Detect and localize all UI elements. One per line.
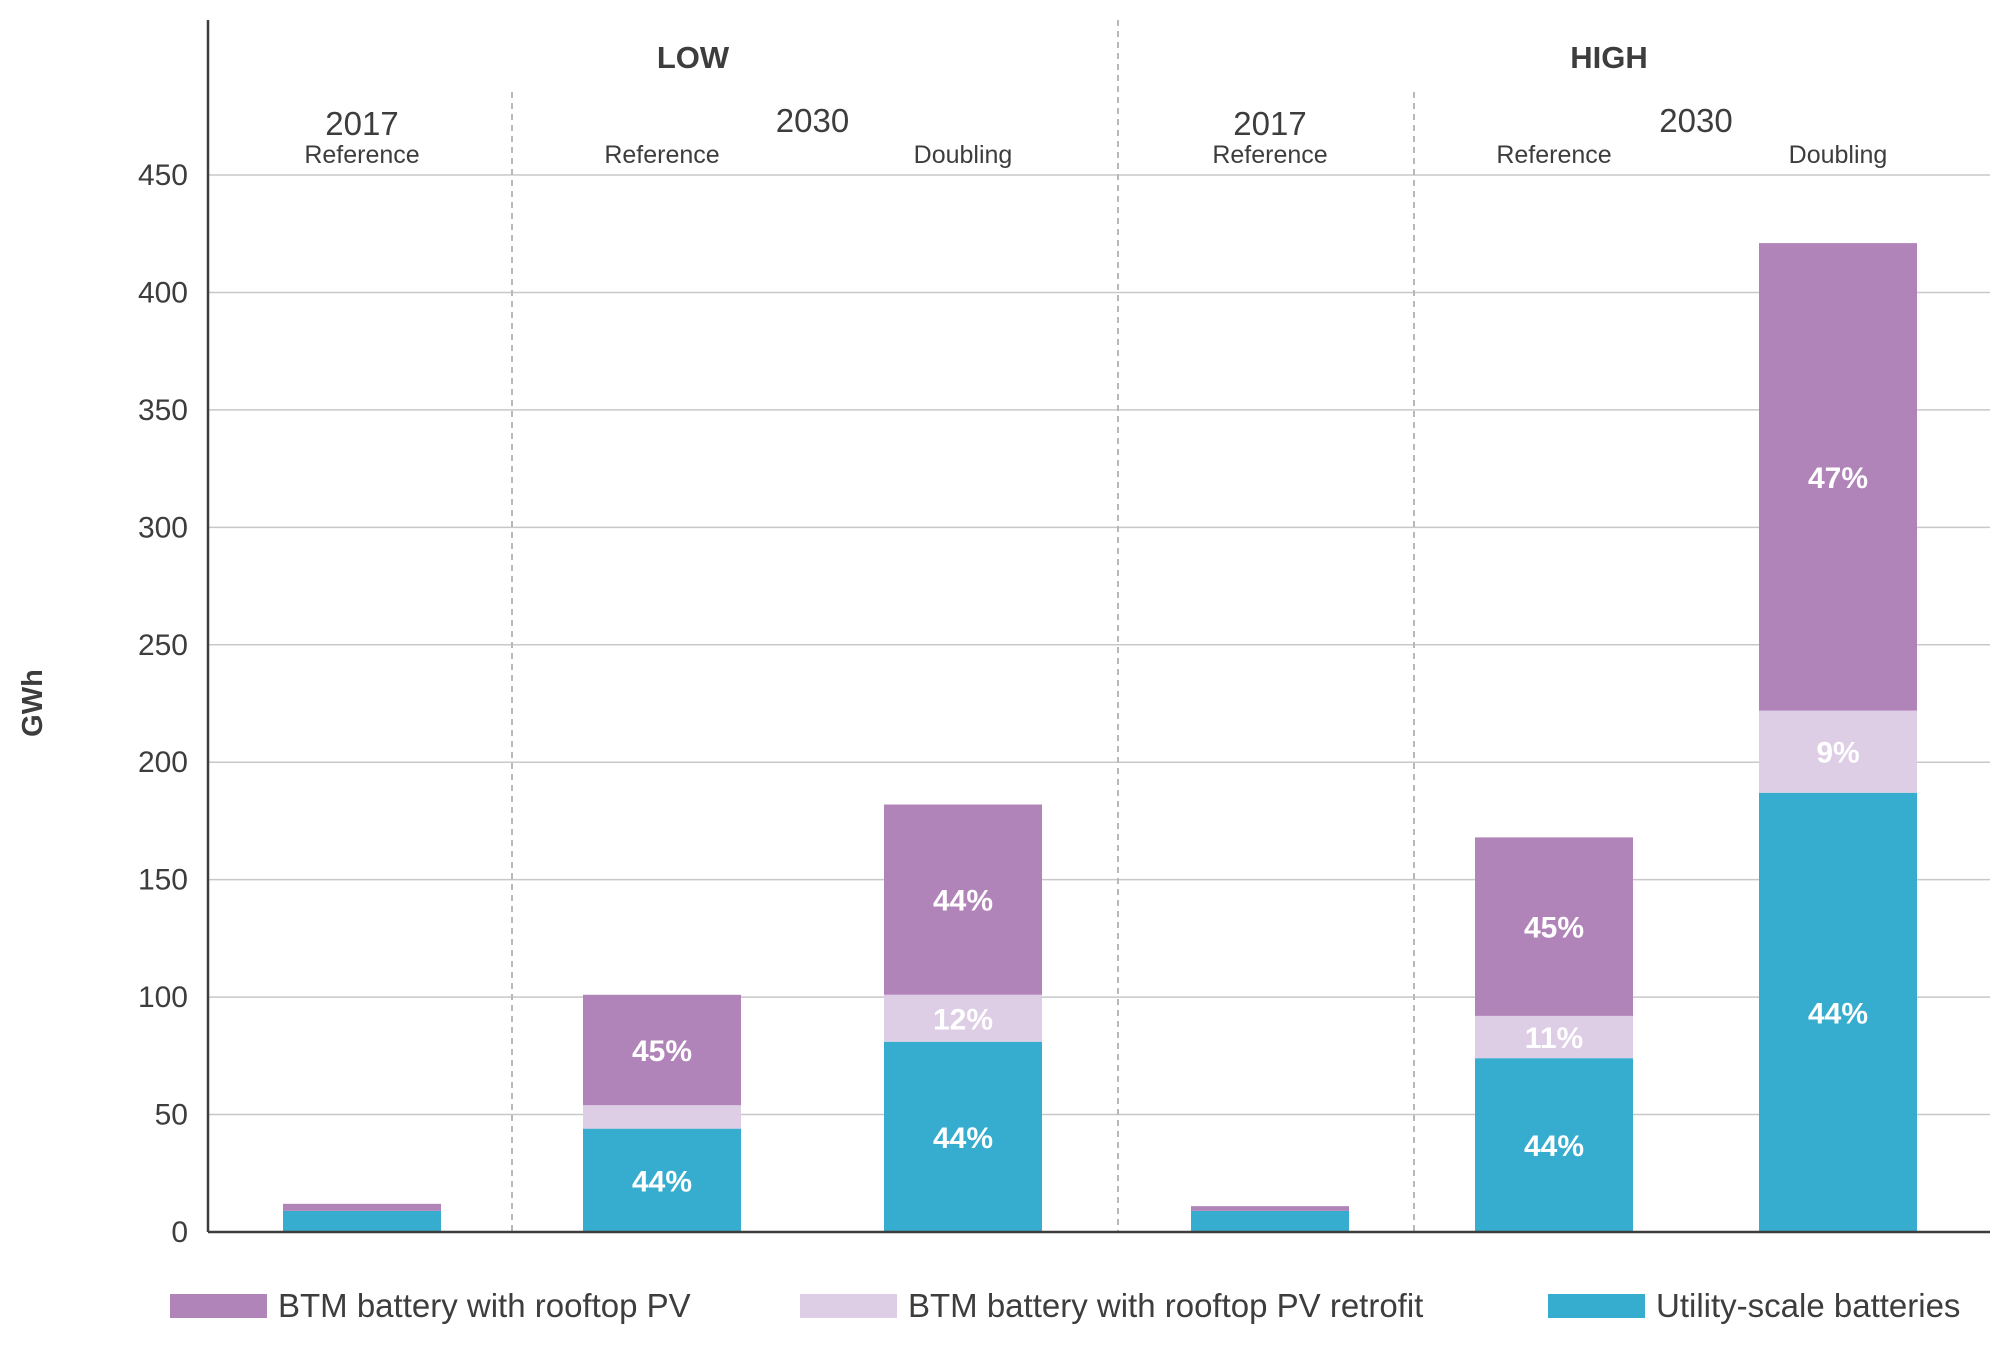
scenario-header: Reference	[1212, 141, 1327, 169]
bar-labels: 44% 45% 44% 12% 44% 44% 11% 45% 44% 9% 47%	[632, 462, 1868, 1198]
bar-segment	[583, 994, 741, 1106]
data-label: 44%	[1808, 997, 1868, 1030]
bar-segment	[884, 804, 1042, 995]
bar-segment	[884, 994, 1042, 1042]
legend-label: BTM battery with rooftop PV	[278, 1287, 691, 1324]
y-tick-label: 0	[171, 1216, 188, 1249]
y-tick-label: 450	[138, 159, 188, 192]
bar-segment	[1475, 1058, 1633, 1232]
bar-segment	[1759, 792, 1917, 1232]
group-header: LOW	[657, 40, 730, 75]
legend-swatch	[1548, 1294, 1645, 1318]
year-header: 2030	[1659, 102, 1732, 139]
data-label: 45%	[632, 1035, 692, 1068]
y-tick-label: 400	[138, 276, 188, 309]
y-tick-label: 250	[138, 629, 188, 662]
data-label: 9%	[1816, 737, 1859, 770]
bar-segment	[283, 1210, 441, 1232]
data-label: 44%	[1524, 1130, 1584, 1163]
gridlines	[208, 174, 1990, 1116]
year-header: 2017	[325, 105, 398, 142]
bar-segment	[1475, 837, 1633, 1016]
y-tick-label: 150	[138, 864, 188, 897]
legend-label: Utility-scale batteries	[1656, 1287, 1960, 1324]
y-tick-label: 100	[138, 981, 188, 1014]
bars	[283, 243, 1917, 1232]
axes: 0 50 100 150 200 250 300 350 400 450 GWh	[17, 20, 1990, 1249]
scenario-header: Reference	[1496, 141, 1611, 169]
bar-segment	[1759, 710, 1917, 793]
data-label: 44%	[933, 885, 993, 918]
data-label: 11%	[1525, 1022, 1583, 1055]
data-label: 44%	[632, 1165, 692, 1198]
bar-segment	[583, 1128, 741, 1232]
y-tick-label: 350	[138, 394, 188, 427]
group-header: HIGH	[1570, 40, 1648, 75]
bar-segment	[884, 1041, 1042, 1232]
year-header: 2017	[1233, 105, 1306, 142]
year-header: 2030	[776, 102, 849, 139]
data-label: 44%	[933, 1122, 993, 1155]
legend-swatch	[800, 1294, 897, 1318]
bar-segment	[1191, 1206, 1349, 1211]
scenario-header: Reference	[604, 141, 719, 169]
data-label: 45%	[1524, 912, 1584, 945]
bar-segment	[1191, 1210, 1349, 1232]
data-label: 47%	[1808, 462, 1868, 495]
scenario-header: Doubling	[914, 141, 1013, 169]
legend: BTM battery with rooftop PV BTM battery w…	[170, 1287, 1960, 1324]
group-dividers	[511, 20, 1415, 1232]
bar-segment	[1475, 1015, 1633, 1059]
y-axis-label: GWh	[17, 669, 49, 737]
legend-swatch	[170, 1294, 267, 1318]
legend-label: BTM battery with rooftop PV retrofit	[908, 1287, 1423, 1324]
bar-segment	[1759, 243, 1917, 711]
y-tick-label: 300	[138, 511, 188, 544]
bar-segment	[283, 1203, 441, 1211]
scenario-header: Doubling	[1789, 141, 1888, 169]
data-label: 12%	[933, 1003, 993, 1036]
scenario-header: Reference	[304, 141, 419, 169]
y-tick-label: 200	[138, 746, 188, 779]
y-tick-label: 50	[155, 1099, 188, 1132]
bar-segment	[583, 1105, 741, 1129]
